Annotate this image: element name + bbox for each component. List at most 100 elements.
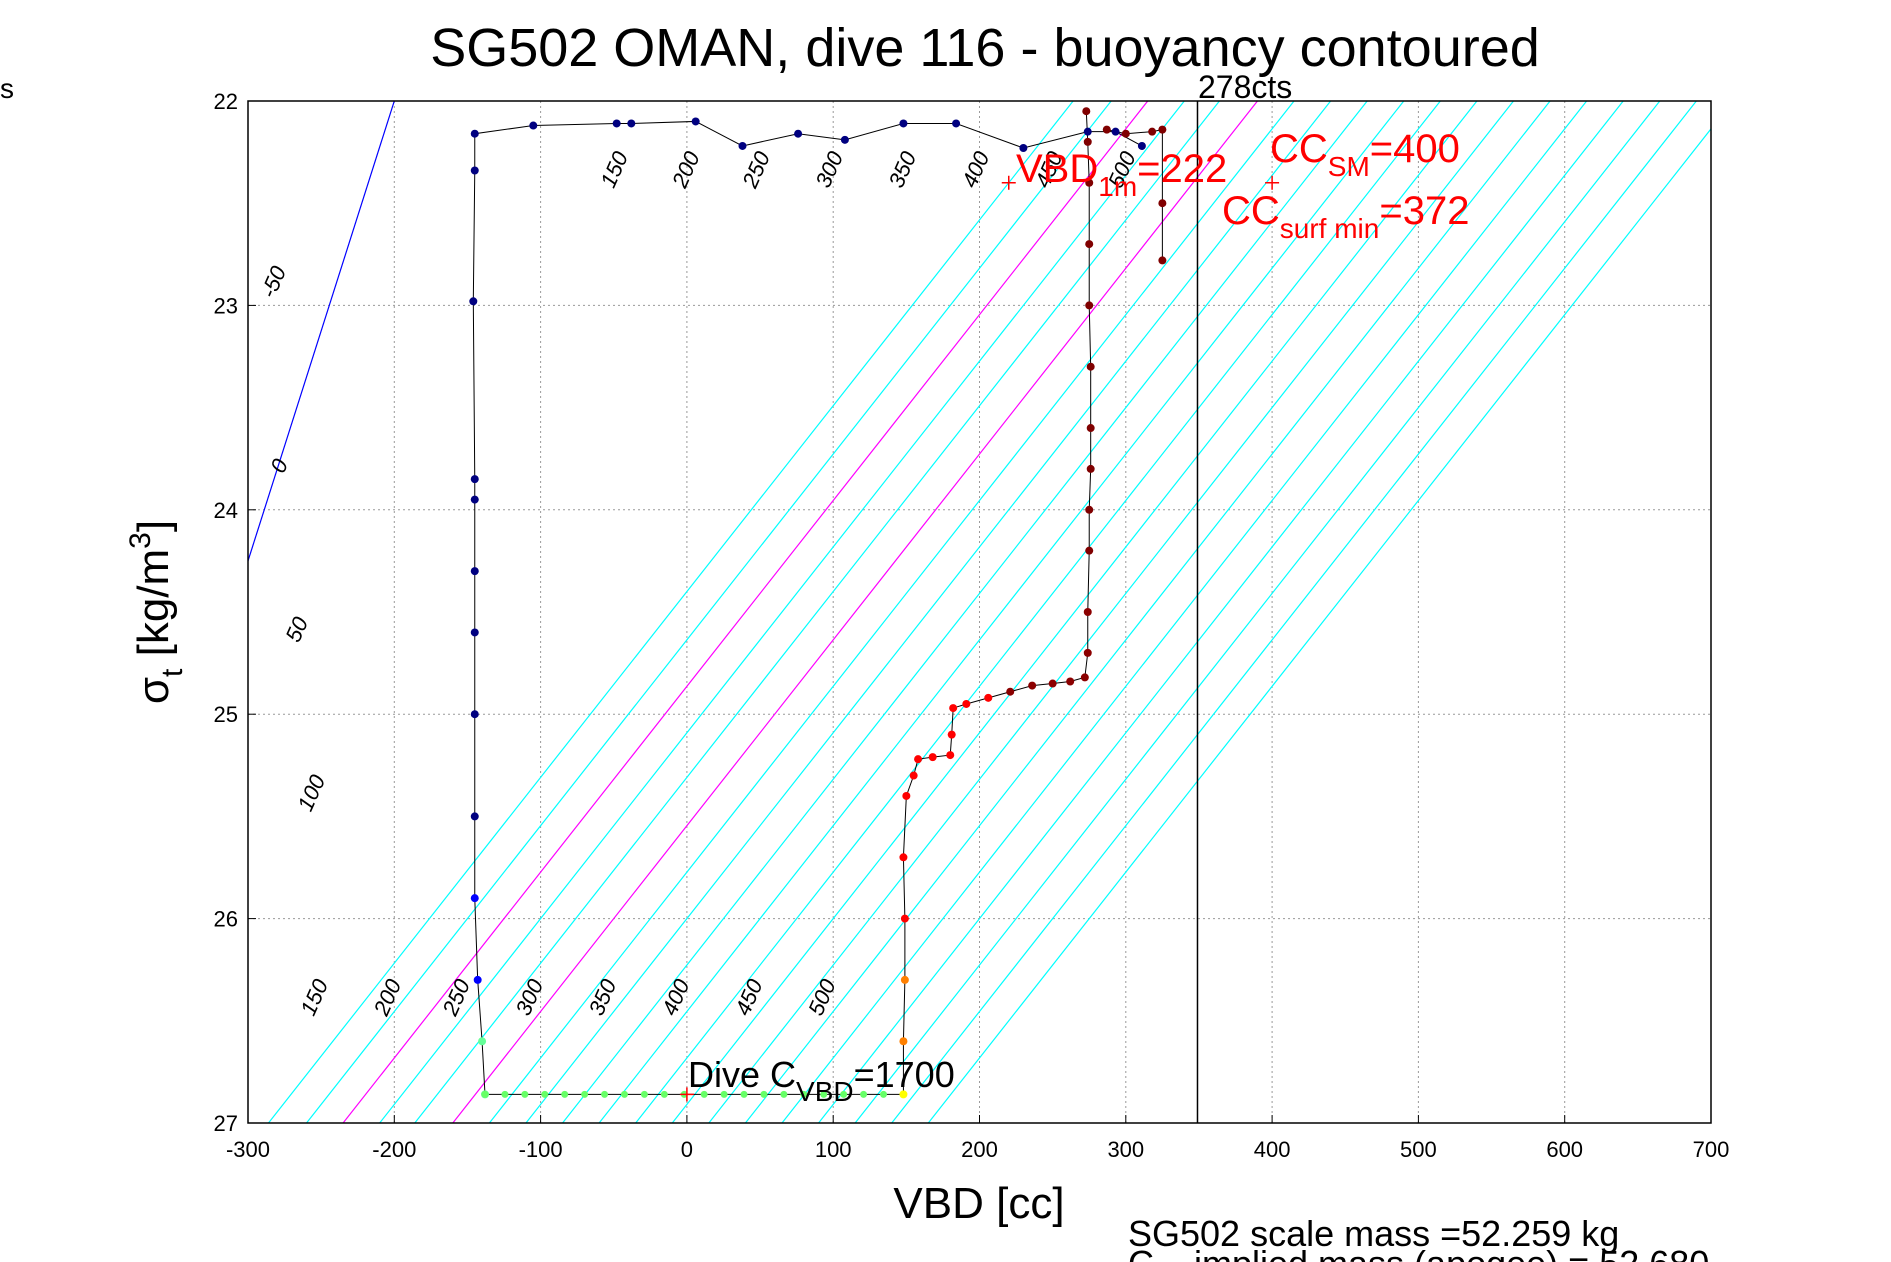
ascent-point	[1085, 240, 1094, 249]
contour-label: 400	[957, 147, 995, 191]
contour-line-cyan	[306, 101, 1112, 1123]
surface-point	[1083, 127, 1092, 136]
bottom-point	[501, 1090, 509, 1098]
bottom-point	[820, 1090, 828, 1098]
descent-point	[470, 475, 479, 484]
contour-label: 0	[265, 455, 293, 477]
contour-label: 250	[437, 975, 475, 1020]
descent-point	[470, 894, 479, 903]
dive-profile-line	[472, 111, 1143, 1095]
contour-line-cyan	[891, 101, 1697, 1123]
bottom-point	[760, 1090, 768, 1098]
ascent-point	[1006, 687, 1015, 696]
bottom-point	[620, 1090, 628, 1098]
bottom-point	[660, 1090, 668, 1098]
descent-point	[470, 567, 479, 576]
descent-point	[469, 297, 478, 306]
counts-annotation: 278cts	[1198, 69, 1292, 105]
x-tick-label: 0	[681, 1137, 693, 1162]
vbd-1m-annotation: VBD1m=222	[1016, 147, 1227, 202]
bottom-point	[640, 1090, 648, 1098]
ascent-point	[1085, 301, 1094, 310]
bottom-point	[521, 1090, 529, 1098]
final-surface-point	[1158, 199, 1167, 208]
contour-line-cyan	[708, 101, 1514, 1123]
cc-sm-annotation: CCSM=400	[1270, 127, 1460, 182]
contour-label: 250	[737, 147, 775, 192]
ascent-point	[1086, 362, 1095, 371]
data-points	[469, 107, 1167, 1099]
bottom-point	[700, 1090, 708, 1098]
surface-point	[612, 119, 621, 128]
contour-line-cyan	[598, 101, 1405, 1123]
y-label-unit: [kg/m	[129, 549, 178, 669]
red-plus-markers	[679, 175, 1280, 1102]
x-tick-label: 600	[1546, 1137, 1583, 1162]
final-surface-point	[1102, 125, 1111, 134]
contour-line-cyan	[781, 101, 1588, 1123]
ascent-point	[1085, 546, 1094, 555]
surface-point	[899, 119, 908, 128]
descent-point	[470, 812, 479, 821]
ascent-point	[946, 751, 955, 760]
contour-line-cyan	[854, 101, 1661, 1123]
contour-line-cyan	[818, 101, 1624, 1123]
contour-line-cyan	[488, 101, 1295, 1123]
contour-label: 500	[803, 975, 841, 1019]
descent-point	[470, 628, 479, 637]
ascent-point	[1083, 648, 1092, 657]
surface-point	[738, 141, 747, 150]
bottom-point	[581, 1090, 589, 1098]
ascent-point	[900, 914, 909, 923]
contour-label: 450	[730, 975, 768, 1019]
ascent-point	[984, 693, 993, 702]
contour-lines	[248, 101, 1711, 1123]
x-tick-label: -100	[519, 1137, 563, 1162]
bottom-point	[780, 1090, 788, 1098]
descent-point	[478, 1037, 487, 1046]
surface-point	[691, 117, 700, 126]
footer-scale-mass: SG502 scale mass =52.259 kg	[1128, 1213, 1619, 1254]
contour-line-cyan	[744, 101, 1551, 1123]
final-surface-point	[1148, 127, 1157, 136]
plus-marker	[1265, 175, 1280, 190]
bottom-point	[840, 1090, 848, 1098]
contour-line-cyan	[268, 101, 1074, 1123]
bottom-point	[541, 1090, 549, 1098]
contour-label: 200	[368, 975, 406, 1020]
surface-point	[1019, 144, 1028, 153]
y-label-sub: t	[156, 668, 189, 677]
plus-marker	[679, 1087, 694, 1102]
descent-point	[473, 975, 482, 984]
descent-point	[470, 710, 479, 719]
ascent-point	[1080, 673, 1089, 682]
ascent-point	[1083, 608, 1092, 616]
y-label-sup: 3	[124, 532, 157, 549]
contour-line-magenta	[452, 101, 1258, 1123]
final-surface-point	[1121, 129, 1130, 138]
ascent-point	[949, 704, 958, 713]
descent-point	[470, 166, 479, 175]
y-tick-label: 27	[214, 1111, 238, 1136]
ascent-point	[1048, 679, 1057, 688]
contour-line-blue	[248, 101, 395, 562]
ascent-point	[909, 771, 918, 780]
corner-label: s	[0, 73, 14, 104]
ascent-point	[1082, 107, 1091, 116]
contour-label: 150	[295, 975, 333, 1019]
contour-line-cyan	[562, 101, 1368, 1123]
x-tick-label: 500	[1400, 1137, 1437, 1162]
contour-label: 200	[667, 147, 705, 192]
contour-line-magenta	[342, 101, 1149, 1123]
contour-line-cyan	[414, 101, 1220, 1123]
dive-c-vbd-annotation: Dive CVBD=1700	[688, 1054, 955, 1107]
x-tick-labels: -300 -200 -100 0 100 200 300 400 500 600 700	[226, 1115, 1729, 1162]
x-tick-label: -200	[372, 1137, 416, 1162]
cc-surf-min-annotation: CCsurf min=372	[1222, 189, 1469, 244]
ascent-point	[1066, 677, 1075, 686]
contour-line-cyan	[525, 101, 1332, 1123]
contour-label: 350	[884, 147, 922, 191]
y-label-close: ]	[129, 520, 178, 532]
bottom-point	[720, 1090, 728, 1098]
x-tick-label: 100	[815, 1137, 852, 1162]
